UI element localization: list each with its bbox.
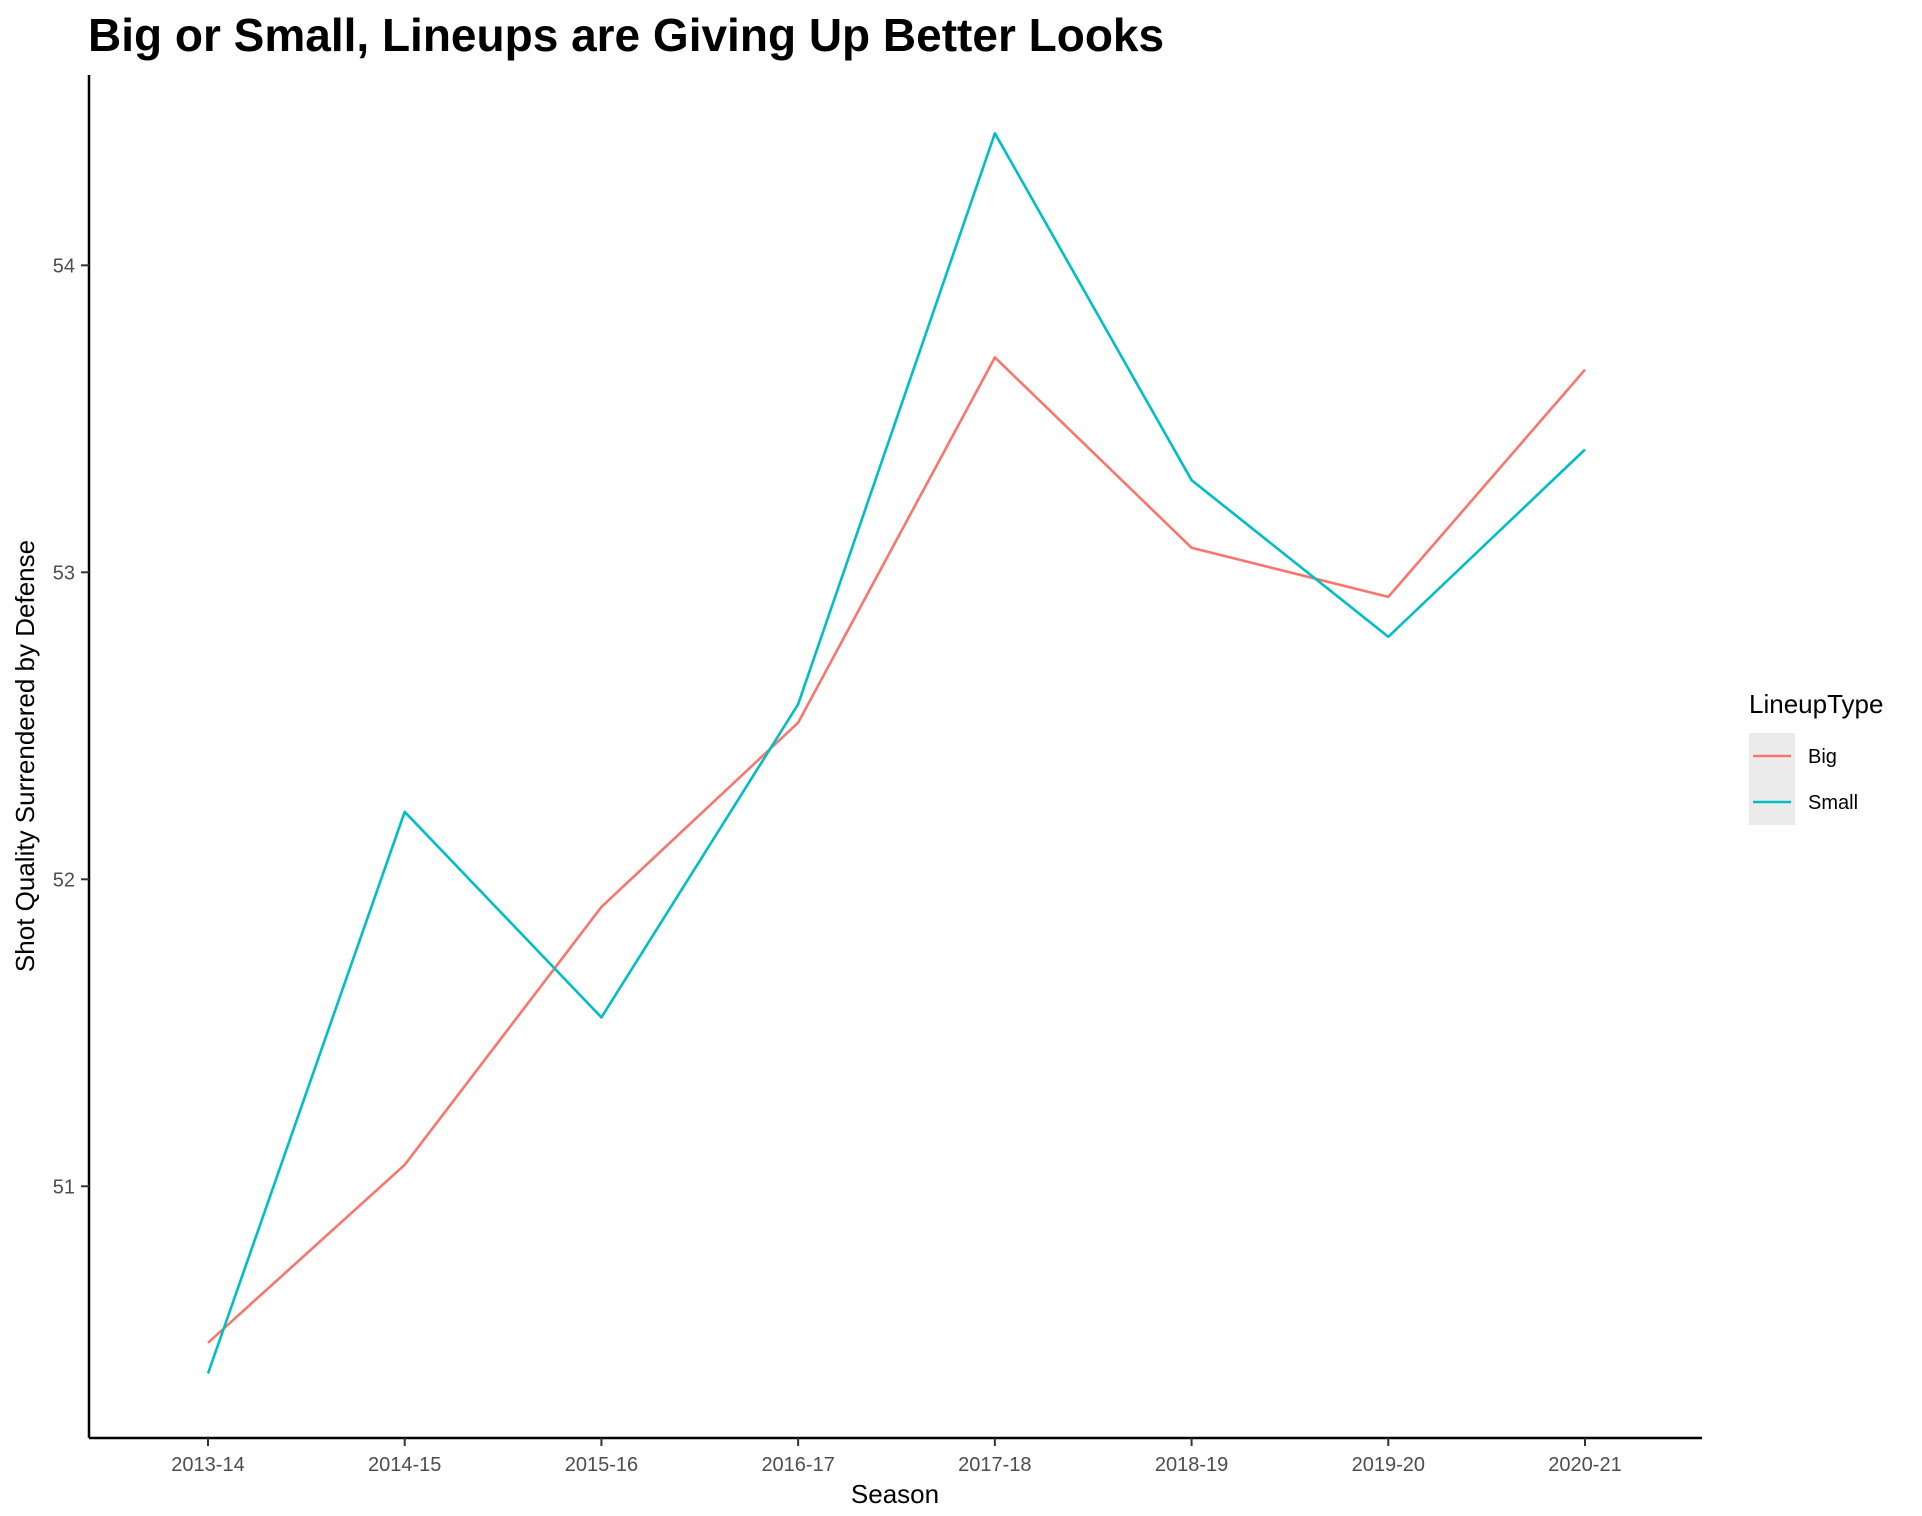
x-tick-label: 2019-20: [1352, 1454, 1425, 1476]
y-tick-label: 51: [53, 1176, 75, 1198]
legend-label-small: Small: [1808, 792, 1858, 814]
series-line-small: [206, 132, 1586, 1374]
y-tick-label: 54: [53, 255, 75, 277]
x-tick-label: 2017-18: [958, 1454, 1031, 1476]
x-tick-label: 2015-16: [565, 1454, 638, 1476]
x-tick-label: 2020-21: [1548, 1454, 1621, 1476]
legend-title: LineupType: [1749, 689, 1883, 719]
x-tick-label: 2016-17: [761, 1454, 834, 1476]
legend: LineupType Big Small: [1749, 689, 1883, 825]
y-tick-label: 52: [53, 869, 75, 891]
legend-label-big: Big: [1808, 746, 1837, 768]
chart-title: Big or Small, Lineups are Giving Up Bett…: [88, 9, 1165, 61]
x-tick-label: 2013-14: [171, 1454, 244, 1476]
x-tick-label: 2014-15: [368, 1454, 441, 1476]
y-tick-label: 53: [53, 562, 75, 584]
ticks-layer: 2013-14 2014-15 2015-16 2016-17 2017-18 2018-…: [53, 255, 1622, 1476]
series-line-big: [207, 356, 1586, 1344]
legend-items: Big Small: [1749, 733, 1858, 825]
x-tick-label: 2018-19: [1155, 1454, 1228, 1476]
axes-layer: [87, 75, 1702, 1440]
legend-key-background: [1749, 733, 1795, 825]
x-axis-title: Season: [851, 1479, 939, 1509]
series-layer: [206, 132, 1586, 1374]
y-axis-title: Shot Quality Surrendered by Defense: [10, 540, 40, 972]
